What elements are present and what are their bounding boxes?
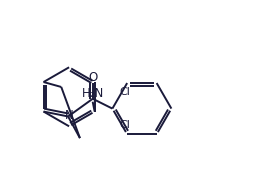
Text: N: N <box>65 109 73 122</box>
Text: Cl: Cl <box>120 87 131 97</box>
Text: H₂N: H₂N <box>82 87 104 100</box>
Text: Cl: Cl <box>120 120 131 130</box>
Text: O: O <box>88 71 97 84</box>
